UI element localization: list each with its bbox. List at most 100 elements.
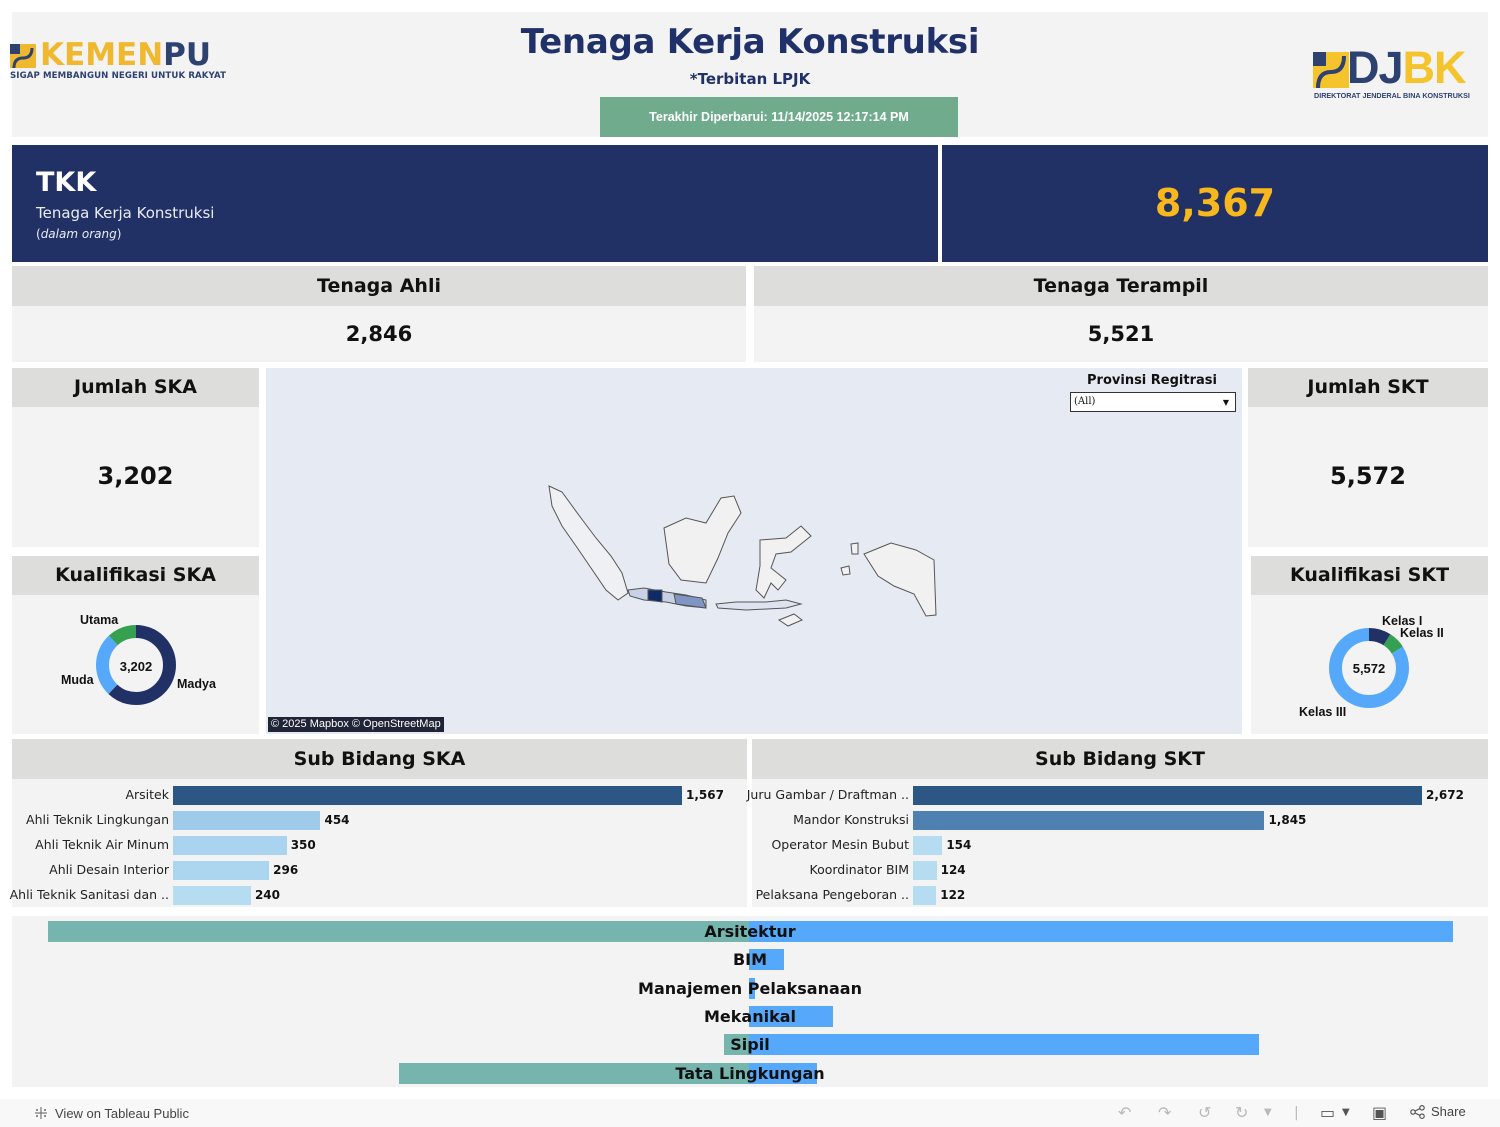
jumlah-skt-card[interactable]: Jumlah SKT 5,572 [1248,368,1488,547]
kualifikasi-skt-donut[interactable] [1328,627,1410,709]
djbk-logo: DJBK DIREKTORAT JENDERAL BINA KONSTRUKSI [1313,44,1491,102]
donut-label-madya: Madya [177,677,216,691]
skt-bar[interactable] [749,921,1453,942]
kualifikasi-ska-donut[interactable] [95,624,177,706]
donut-segment[interactable] [96,625,176,705]
skt-bar[interactable] [749,1062,818,1084]
donut-segment[interactable] [1329,628,1409,708]
tkk-unit: (dalam orang) [36,227,122,241]
kualifikasi-skt-card: Kualifikasi SKT 5,572 Kelas I Kelas II K… [1251,556,1488,734]
bar-label: Ahli Teknik Lingkungan [26,812,169,827]
bar[interactable] [173,886,251,905]
map-attribution[interactable]: © 2025 Mapbox © OpenStreetMap [268,717,444,732]
province-map[interactable]: Provinsi Regitrasi (All) ▼ © 2025 Mapbox… [266,368,1242,734]
share-label: Share [1431,1104,1466,1119]
sub-bidang-ska-title: Sub Bidang SKA [12,739,747,779]
jumlah-skt-value: 5,572 [1330,462,1406,490]
bar[interactable] [173,836,287,855]
download-dropdown-icon[interactable]: ▼ [1342,1107,1350,1118]
tenaga-terampil-label: Tenaga Terampil [754,266,1488,306]
donut-segment[interactable] [96,625,176,705]
bar-row[interactable]: Operator Mesin Bubut 154 [752,835,1488,855]
redo-icon[interactable]: ↷ [1158,1103,1172,1122]
view-on-tableau-label: View on Tableau Public [55,1105,189,1121]
bidang-row[interactable]: Tata Lingkungan [12,1062,1488,1084]
bar[interactable] [173,786,682,805]
bar[interactable] [173,861,270,880]
undo-icon[interactable]: ↶ [1118,1103,1132,1122]
ska-bar[interactable] [398,1062,749,1084]
refresh-icon[interactable]: ↻ [1235,1103,1249,1122]
bar-label: Mandor Konstruksi [793,812,909,827]
tenaga-terampil-value: 5,521 [1087,322,1155,346]
jumlah-ska-card[interactable]: Jumlah SKA 3,202 [12,368,259,547]
bar-label: Juru Gambar / Draftman .. [746,787,909,802]
bidang-label: Arsitektur [704,922,796,941]
province-filter-dropdown[interactable]: (All) ▼ [1070,392,1236,412]
share-icon [1410,1104,1425,1119]
download-icon[interactable]: ▭ [1320,1103,1336,1122]
skt-bar[interactable] [749,1034,1260,1056]
bidang-row[interactable]: Sipil [12,1034,1488,1056]
indonesia-choropleth[interactable] [266,368,1242,734]
djbk-tagline: DIREKTORAT JENDERAL BINA KONSTRUKSI [1314,91,1470,100]
tenaga-terampil-card[interactable]: Tenaga Terampil 5,521 [754,266,1488,362]
skt-bar[interactable] [749,1005,834,1027]
bar-row[interactable]: Pelaksana Pengeboran .. 122 [752,885,1488,905]
tkk-total-card: 8,367 [942,145,1488,262]
tkk-total-value: 8,367 [1154,181,1276,225]
bar-value: 1,567 [686,788,724,802]
bidang-label: Tata Lingkungan [675,1063,825,1083]
bidang-row[interactable]: Mekanikal [12,1005,1488,1027]
bar[interactable] [913,861,937,880]
bar-row[interactable]: Mandor Konstruksi 1,845 [752,810,1488,830]
bar-value: 2,672 [1426,788,1464,802]
bar-row[interactable]: Ahli Teknik Air Minum 350 [12,835,747,855]
sub-bidang-skt-title: Sub Bidang SKT [752,739,1488,779]
fullscreen-icon[interactable]: ▣ [1372,1103,1388,1122]
bar-label: Operator Mesin Bubut [771,837,909,852]
jumlah-ska-label: Jumlah SKA [12,368,259,407]
province-filter-label: Provinsi Regitrasi [1087,373,1217,388]
kualifikasi-ska-total: 3,202 [119,659,153,674]
bar-row[interactable]: Ahli Teknik Lingkungan 454 [12,810,747,830]
bar-label: Koordinator BIM [809,862,910,877]
bar-value: 296 [273,863,299,877]
bar-value: 154 [946,838,972,852]
revert-icon[interactable]: ↺ [1198,1103,1212,1122]
bar[interactable] [913,886,937,905]
skt-bar[interactable] [749,949,785,971]
ska-bar[interactable] [724,1034,749,1056]
bar-row[interactable]: Ahli Desain Interior 296 [12,860,747,880]
bar[interactable] [173,811,321,830]
toolbar-divider: | [1294,1105,1299,1121]
tenaga-ahli-card[interactable]: Tenaga Ahli 2,846 [12,266,746,362]
bidang-row[interactable]: Arsitektur [12,921,1488,942]
bar-row[interactable]: Arsitek 1,567 [12,785,747,805]
tableau-logo-icon [35,1107,47,1119]
pu-emblem-icon [10,44,36,68]
bar[interactable] [913,836,943,855]
tenaga-ahli-label: Tenaga Ahli [12,266,746,306]
bar-row[interactable]: Ahli Teknik Sanitasi dan .. 240 [10,885,747,905]
skt-bar[interactable] [749,977,755,999]
bar[interactable] [913,811,1265,830]
view-on-tableau-link[interactable]: View on Tableau Public [33,1105,189,1121]
bidang-row[interactable]: BIM [12,949,1488,971]
bar-value: 124 [940,863,966,877]
ska-bar[interactable] [48,921,749,942]
page-subtitle: *Terbitan LPJK [689,70,811,88]
refresh-dropdown-icon[interactable]: ▼ [1264,1107,1272,1118]
bar[interactable] [913,786,1422,805]
bar-row[interactable]: Juru Gambar / Draftman .. 2,672 [747,785,1488,805]
bidang-label: Mekanikal [703,1006,796,1026]
bidang-row[interactable]: Manajemen Pelaksanaan [12,977,1488,999]
donut-label-kelas-2: Kelas II [1400,626,1444,640]
share-button[interactable]: Share [1410,1104,1466,1119]
donut-label-muda: Muda [61,673,94,687]
kualifikasi-skt-total: 5,572 [1352,661,1386,676]
bar-label: Ahli Desain Interior [49,862,169,877]
bar-value: 1,845 [1268,813,1307,827]
bidang-label: BIM [732,950,768,970]
bar-row[interactable]: Koordinator BIM 124 [752,860,1488,880]
